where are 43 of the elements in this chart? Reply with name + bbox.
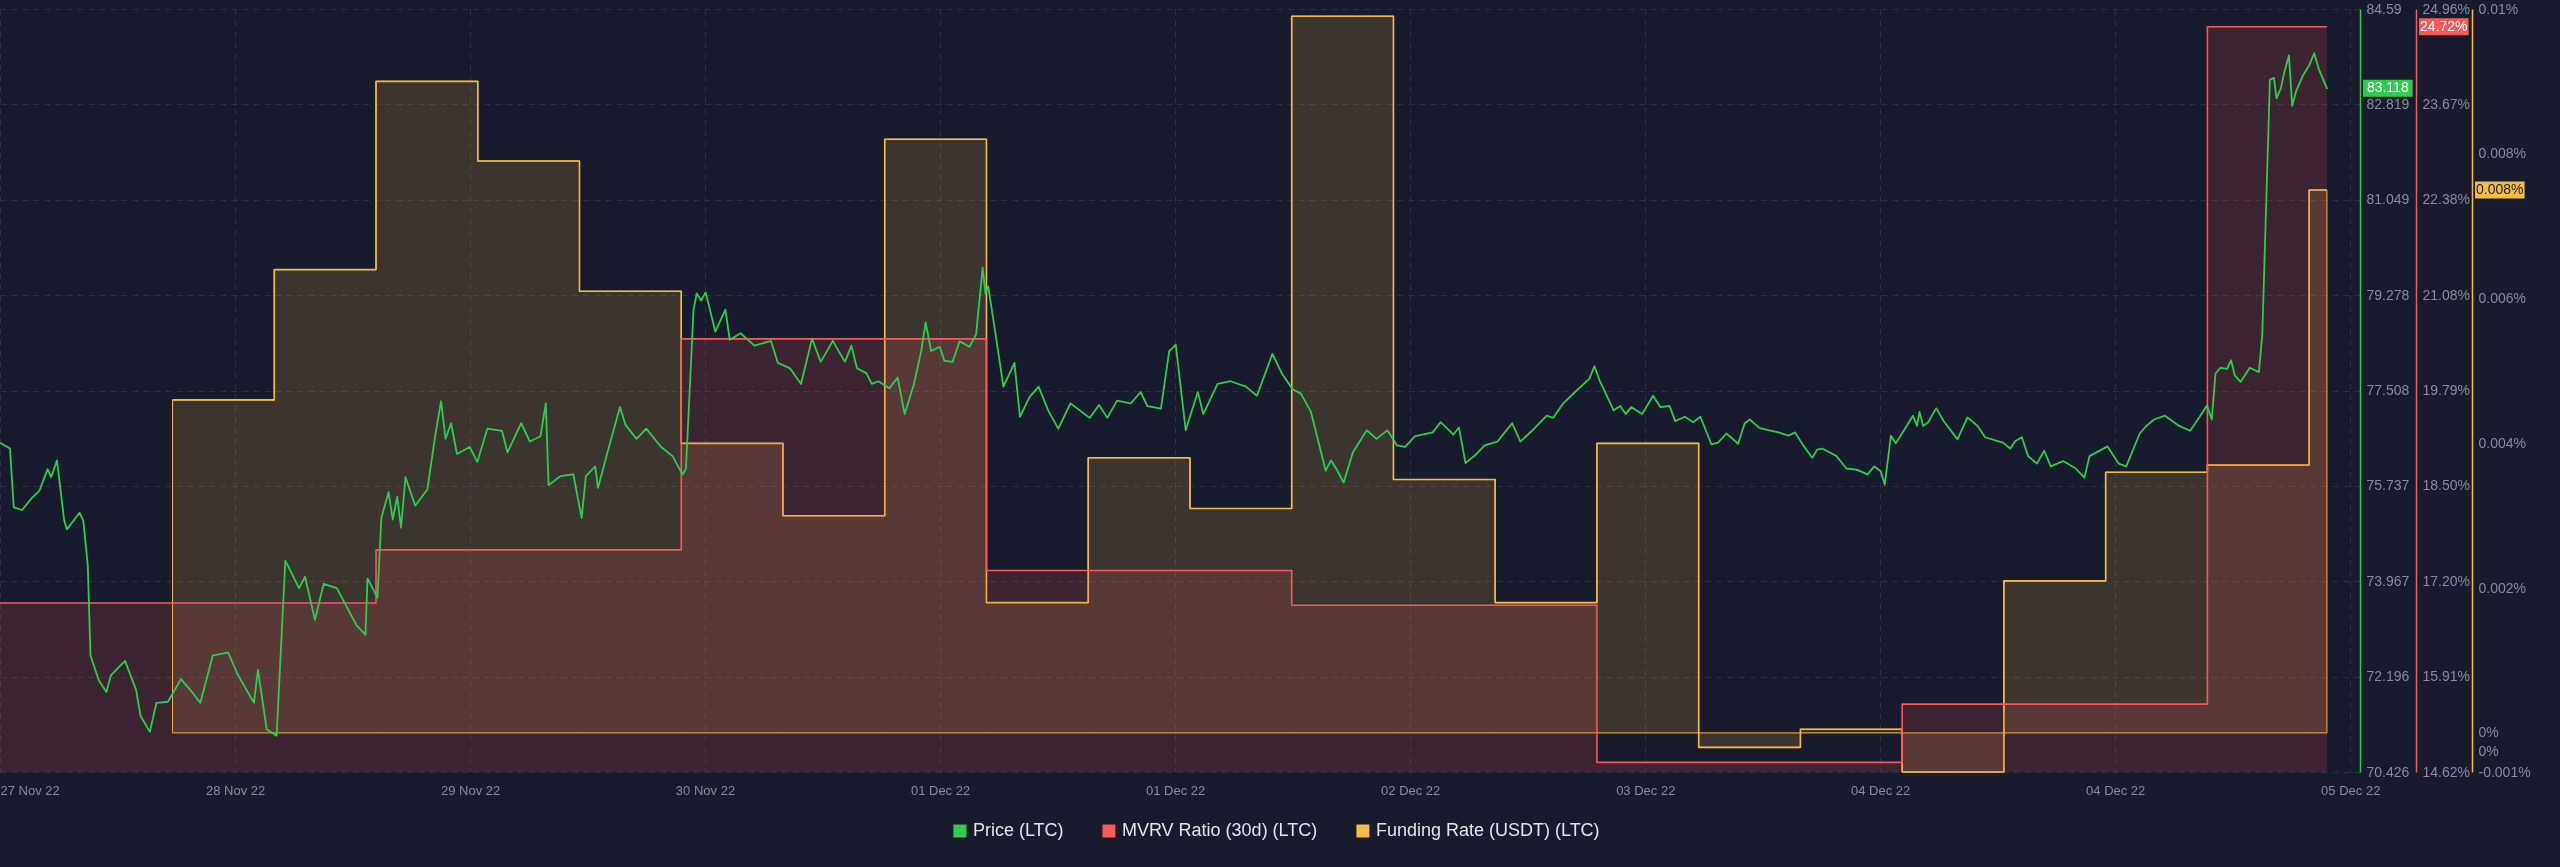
y2-tick-label: 18.50% bbox=[2422, 477, 2470, 494]
legend-label: MVRV Ratio (30d) (LTC) bbox=[1121, 820, 1318, 840]
y-tick-label: 70.426 bbox=[2366, 763, 2410, 780]
text: 24.72% bbox=[2420, 17, 2468, 34]
x-tick-label: 28 Nov 22 bbox=[205, 782, 266, 798]
y-tick-label: 81.049 bbox=[2366, 191, 2410, 208]
y3-tick-label: -0.001% bbox=[2478, 763, 2531, 780]
y3-tick-label: 0.01% bbox=[2478, 0, 2519, 17]
x-tick-label: 29 Nov 22 bbox=[441, 782, 501, 798]
y3-tick-label: 0% bbox=[2478, 743, 2499, 760]
x-tick-label: 27 Nov 22 bbox=[0, 782, 60, 798]
text: 0.008% bbox=[2476, 180, 2524, 197]
y2-tick-label: 24.96% bbox=[2422, 0, 2470, 17]
y2-tick-label: 23.67% bbox=[2422, 95, 2470, 112]
text: 83.118 bbox=[2366, 79, 2409, 96]
x-tick-label: 01 Dec 22 bbox=[1145, 782, 1206, 798]
y3-tick-label: 0.002% bbox=[2478, 579, 2526, 596]
legend-label: Funding Rate (USDT) (LTC) bbox=[1375, 820, 1600, 840]
x-tick-label: 04 Dec 22 bbox=[2086, 782, 2146, 798]
y2-tick-label: 15.91% bbox=[2422, 668, 2470, 685]
x-tick-label: 30 Nov 22 bbox=[675, 782, 736, 798]
y2-tick-label: 19.79% bbox=[2422, 382, 2470, 398]
x-tick-label: 04 Dec 22 bbox=[1850, 782, 1911, 798]
y3-tick-label: 0.008% bbox=[2478, 145, 2526, 162]
y2-tick-label: 17.20% bbox=[2422, 573, 2470, 590]
y3-tick-label: 0.006% bbox=[2478, 290, 2526, 307]
x-tick-label: 03 Dec 22 bbox=[1616, 782, 1676, 798]
y2-tick-label: 14.62% bbox=[2422, 763, 2470, 780]
y-tick-label: 79.278 bbox=[2366, 286, 2410, 303]
x-tick-label: 05 Dec 22 bbox=[2321, 782, 2381, 798]
legend-label: Price (LTC) bbox=[972, 820, 1064, 840]
y-tick-label: 73.967 bbox=[2366, 572, 2410, 589]
y-tick-label: 77.508 bbox=[2366, 382, 2410, 398]
y-tick-label: 72.196 bbox=[2366, 668, 2410, 685]
y3-tick-label: 0% bbox=[2478, 724, 2499, 741]
y2-tick-label: 22.38% bbox=[2422, 190, 2470, 207]
x-tick-label: 02 Dec 22 bbox=[1381, 782, 1441, 798]
y3-tick-label: 0.004% bbox=[2478, 434, 2526, 451]
y-tick-label: 82.819 bbox=[2366, 95, 2410, 112]
y-tick-label: 84.59 bbox=[2366, 0, 2402, 17]
y-tick-label: 75.737 bbox=[2366, 477, 2410, 494]
x-tick-label: 01 Dec 22 bbox=[910, 782, 971, 798]
y2-tick-label: 21.08% bbox=[2422, 286, 2470, 303]
